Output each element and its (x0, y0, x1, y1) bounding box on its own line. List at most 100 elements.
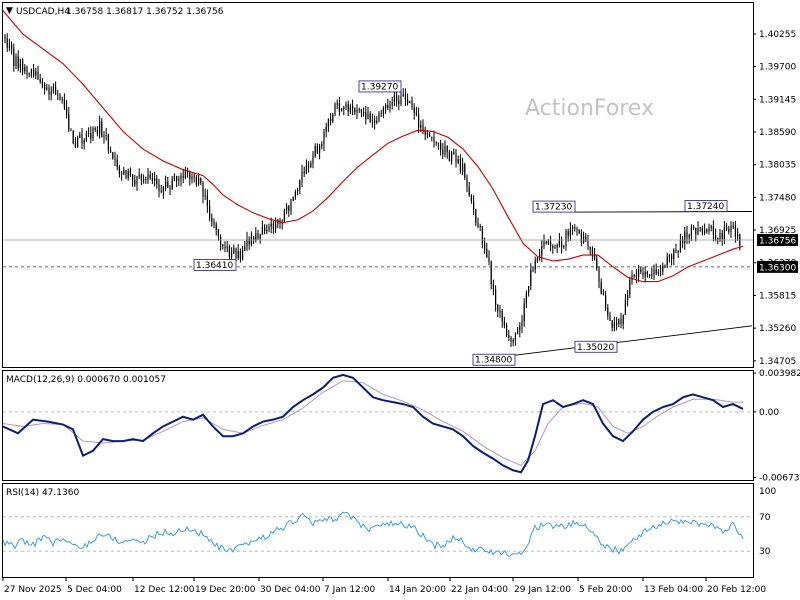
candle-body (11, 45, 13, 49)
candle-body (358, 109, 360, 111)
candle-body (365, 112, 367, 120)
candle-body (631, 275, 633, 281)
time-tick-label: 20 Feb 12:00 (707, 585, 766, 595)
price-axis: 1.40255 1.39700 1.39145 1.38590 1.38035 1.374… (753, 30, 796, 367)
candle-body (466, 177, 468, 188)
candle-body (464, 164, 466, 178)
candle-body (503, 321, 505, 326)
candle-body (178, 179, 180, 181)
candle-body (99, 121, 101, 134)
candle-body (554, 247, 556, 249)
candle-body (446, 145, 448, 152)
time-tick-label: 22 Jan 04:00 (451, 585, 508, 595)
candle-body (6, 38, 8, 48)
candle-body (719, 233, 721, 241)
candle-body (314, 146, 316, 157)
time-tick-label: 5 Feb 20:00 (579, 585, 633, 595)
candle-body (270, 223, 272, 227)
candle-body (44, 85, 46, 90)
candle-body (600, 282, 602, 294)
candle-body (543, 241, 545, 246)
candle-body (70, 129, 72, 131)
candle-body (409, 101, 411, 104)
time-tick-label: 27 Nov 2025 (4, 585, 62, 595)
moving-average (2, 10, 744, 283)
price-tick-label: 1.38035 (759, 161, 796, 171)
candle-body (277, 220, 279, 224)
candle-body (675, 249, 677, 252)
candle-body (638, 269, 640, 278)
candle-body (305, 165, 307, 174)
candle-body (580, 233, 582, 243)
watermark: ActionForex (525, 96, 654, 121)
candle-body (451, 152, 453, 162)
candle-body (686, 231, 688, 238)
candle-body (13, 48, 15, 67)
rsi-line (2, 511, 744, 558)
candle-body (189, 172, 191, 179)
time-tick-label: 5 Dec 04:00 (67, 585, 122, 595)
candle-body (26, 66, 28, 75)
candle-body (72, 130, 74, 144)
price-tick-label: 1.36925 (759, 226, 796, 236)
candle-body (336, 103, 338, 105)
candle-body (323, 131, 325, 145)
candle-body (200, 178, 202, 183)
candle-body (297, 189, 299, 192)
price-tick-label: 1.38590 (759, 128, 796, 138)
candle-body (508, 334, 510, 338)
candle-body (655, 269, 657, 274)
candle-body (15, 56, 17, 67)
candle-body (134, 180, 136, 185)
candle-body (398, 100, 400, 104)
candle-body (693, 226, 695, 228)
candle-body (536, 257, 538, 261)
candle-body (715, 234, 717, 238)
candle-body (624, 299, 626, 316)
candle-body (30, 68, 32, 75)
candle-body (501, 311, 503, 322)
candle-body (94, 128, 96, 130)
candle-body (162, 186, 164, 192)
candle-body (145, 179, 147, 181)
price-label-box (684, 200, 728, 212)
candle-body (299, 180, 301, 190)
candle-body (246, 238, 248, 247)
candle-body (35, 71, 37, 76)
header-arrow: ▼ (6, 6, 13, 16)
candle-body (110, 150, 112, 153)
candle-body (63, 99, 65, 107)
candle-body (682, 239, 684, 244)
candle-body (418, 114, 420, 128)
price-tick-label: 1.34705 (759, 357, 796, 367)
candle-body (224, 246, 226, 248)
candle-body (712, 226, 714, 235)
candle-body (479, 226, 481, 228)
candle-body (517, 330, 519, 335)
price-panel (2, 2, 754, 368)
candle-body (143, 179, 145, 181)
candle-body (209, 205, 211, 218)
candle-body (635, 275, 637, 278)
candle-body (92, 128, 94, 139)
candle-body (176, 175, 178, 181)
candle-body (147, 174, 149, 181)
candle-body (160, 191, 162, 193)
macd-axis: 0.003982 0.00 -0.006737 (3, 369, 800, 483)
candle-body (129, 170, 131, 175)
candle-body (484, 243, 486, 249)
candle-body (521, 321, 523, 327)
candle-body (264, 227, 266, 232)
candle-body (455, 153, 457, 163)
candle-body (369, 113, 371, 122)
candle-body (442, 149, 444, 155)
rsi-lines (2, 511, 744, 558)
candle-body (481, 226, 483, 244)
candle-body (193, 176, 195, 178)
candle-body (332, 114, 334, 122)
time-tick-label: 14 Jan 20:00 (389, 585, 446, 595)
candle-body (74, 143, 76, 148)
macd-label: MACD(12,26,9) 0.000670 0.001057 (6, 375, 166, 385)
candle-body (541, 245, 543, 256)
candle-body (578, 229, 580, 234)
